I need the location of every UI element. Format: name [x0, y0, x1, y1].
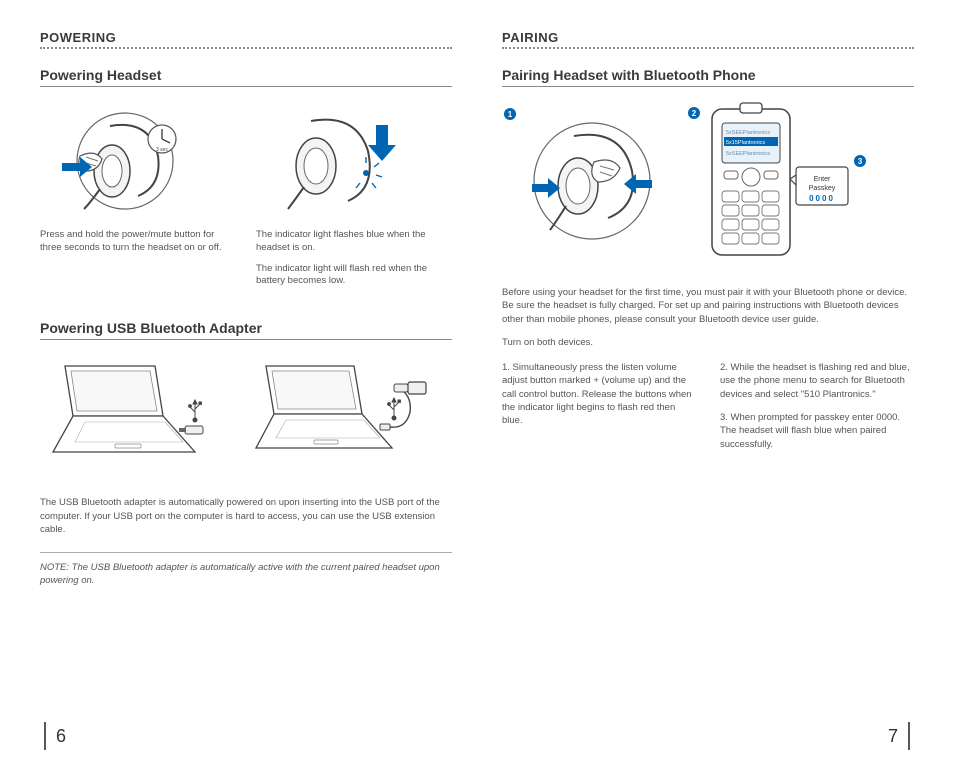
pairing-figures: 1 2 5x: [502, 101, 914, 266]
pairing-intro: Before using your headset for the first …: [502, 286, 914, 326]
phone-list-item-3: 5xSEEPlantronics: [726, 151, 770, 157]
step-badge-2: 2: [688, 107, 700, 119]
subheading-pairing-headset: Pairing Headset with Bluetooth Phone: [502, 67, 914, 87]
figure-laptop-usb-extension: [256, 354, 452, 482]
caption-power-button: Press and hold the power/mute button for…: [40, 229, 236, 255]
usb-adapter-figures: [40, 354, 452, 482]
figure-power-button: 3 sec Press and hold the power/mute butt…: [40, 101, 236, 296]
passkey-label: Enter: [814, 176, 831, 183]
laptop-usb-illustration: [35, 354, 215, 474]
section-heading-powering: POWERING: [40, 30, 452, 49]
left-page: POWERING Powering Headset: [40, 30, 452, 746]
headset-power-illustration: 3 sec: [40, 101, 210, 221]
svg-text:Passkey: Passkey: [809, 185, 836, 192]
laptop-usb-extension-illustration: [246, 354, 436, 474]
page-number-left: 6: [44, 722, 66, 750]
usb-adapter-text: The USB Bluetooth adapter is automatical…: [40, 496, 452, 536]
pairing-step-1: 1. Simultaneously press the listen volum…: [502, 361, 696, 427]
pairing-headset-illustration: [502, 106, 682, 256]
figure-indicator-light: The indicator light flashes blue when th…: [256, 101, 452, 296]
usb-note: NOTE: The USB Bluetooth adapter is autom…: [40, 552, 452, 588]
step-badge-1: 1: [504, 108, 516, 120]
page-number-right: 7: [888, 722, 910, 750]
subheading-usb-adapter: Powering USB Bluetooth Adapter: [40, 320, 452, 340]
section-heading-pairing: PAIRING: [502, 30, 914, 49]
caption-indicator: The indicator light flashes blue when th…: [256, 229, 452, 296]
figure-laptop-usb-direct: [40, 354, 236, 482]
powering-headset-figures: 3 sec Press and hold the power/mute butt…: [40, 101, 452, 296]
pairing-steps: 1. Simultaneously press the listen volum…: [502, 361, 914, 461]
headset-indicator-illustration: [256, 101, 426, 221]
phone-illustration: 5xSEEPlantronics 5x15Plantronics 5xSEEPl…: [692, 101, 862, 261]
svg-text:3 sec: 3 sec: [156, 147, 168, 153]
step-badge-3: 3: [854, 155, 866, 167]
phone-list-item-1: 5xSEEPlantronics: [726, 130, 770, 136]
pairing-step-2: 2. While the headset is flashing red and…: [720, 361, 914, 401]
turn-on-text: Turn on both devices.: [502, 336, 914, 349]
passkey-value: 0000: [809, 194, 835, 203]
subheading-powering-headset: Powering Headset: [40, 67, 452, 87]
right-page: PAIRING Pairing Headset with Bluetooth P…: [502, 30, 914, 746]
phone-list-item-2: 5x15Plantronics: [726, 140, 765, 146]
pairing-step-3: 3. When prompted for passkey enter 0000.…: [720, 411, 914, 451]
